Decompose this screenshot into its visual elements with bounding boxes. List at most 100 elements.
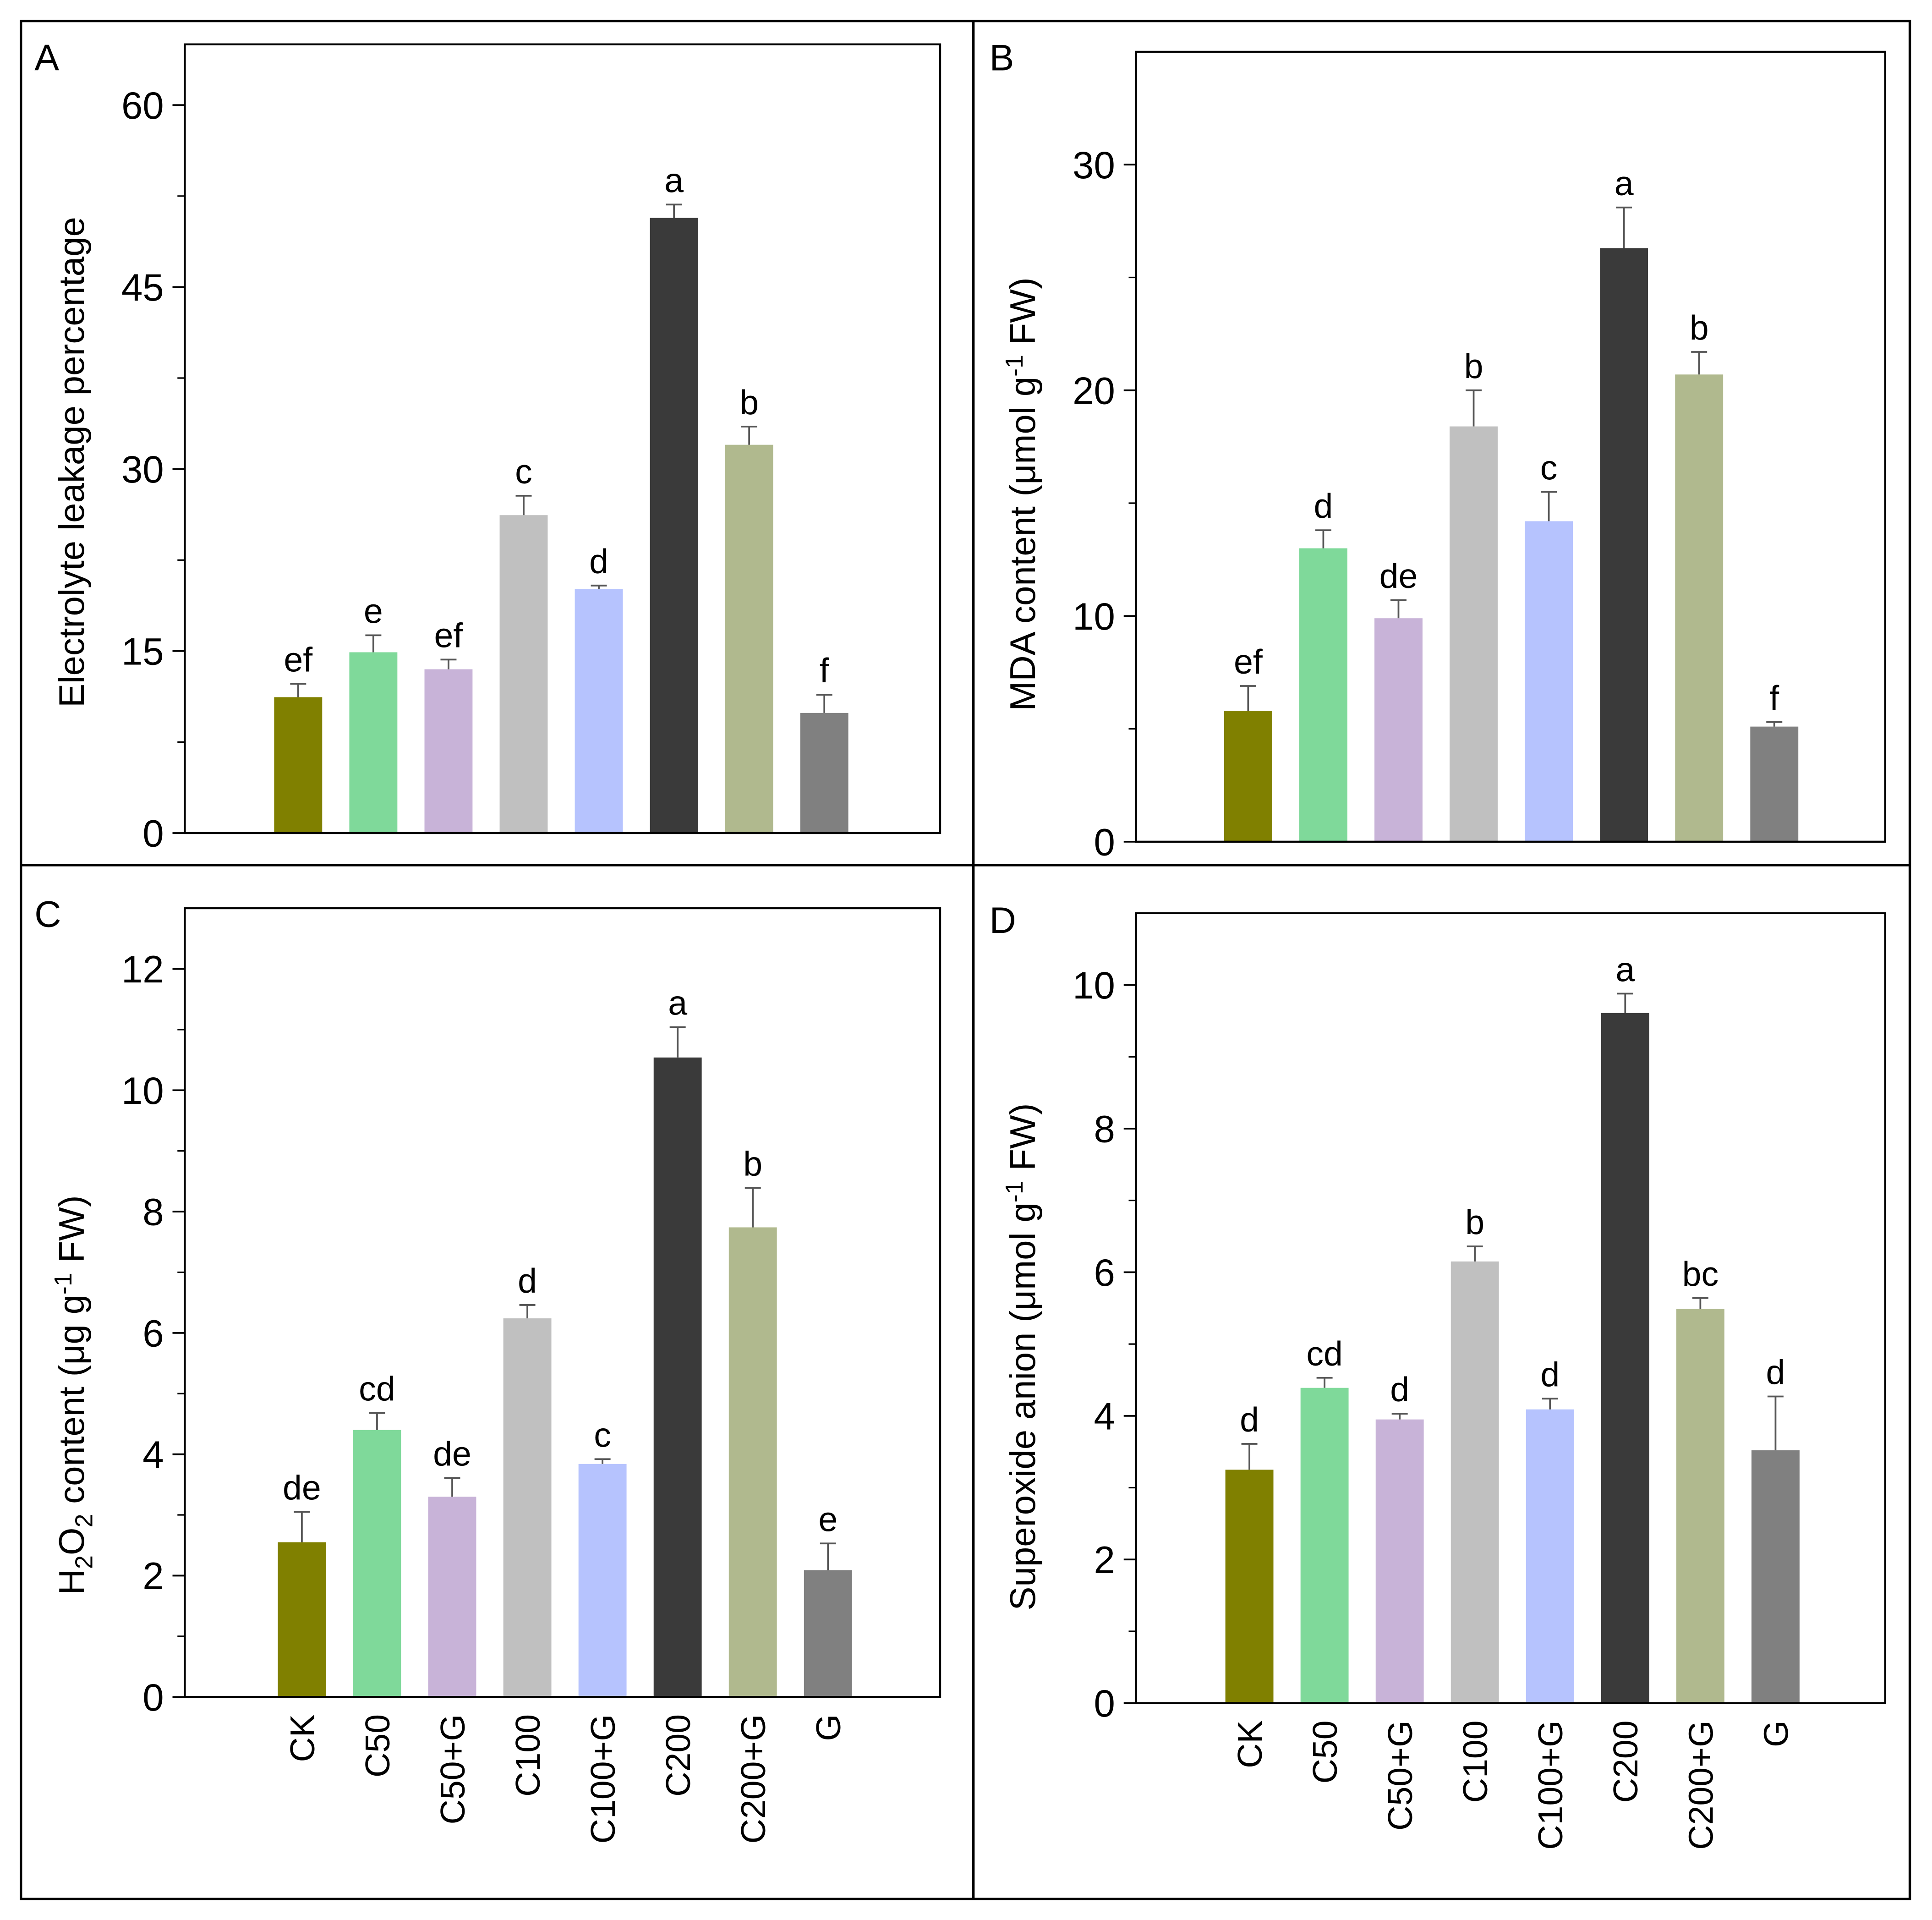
significance-letter-c200: a (1615, 950, 1635, 988)
bar-series: ef e ef c d a b f (274, 161, 848, 833)
y-tick-label: 30 (121, 448, 164, 491)
x-tick-label-ck: CK (283, 1714, 322, 1762)
bar-c50-g (424, 669, 473, 833)
bar-c100-g (1525, 521, 1573, 842)
bar-c100-g (575, 589, 623, 833)
y-tick-label: 8 (1094, 1108, 1115, 1151)
significance-letter-ck: ef (1234, 642, 1263, 681)
panel-label: C (34, 894, 61, 935)
panel-label: A (34, 37, 59, 78)
significance-letter-c100-g: c (594, 1415, 611, 1454)
significance-letter-c50-g: de (1379, 557, 1418, 595)
significance-letter-g: e (818, 1500, 837, 1538)
y-tick-label: 10 (121, 1070, 164, 1112)
bar-ck (274, 697, 323, 833)
y-axis-title-part: Superoxide anion (μmol g (1002, 1202, 1043, 1610)
significance-letter-c100: c (515, 452, 532, 491)
significance-letter-c50: e (364, 592, 383, 630)
bar-c50-g (1374, 618, 1423, 842)
bar-c100 (503, 1318, 552, 1697)
y-tick-label: 60 (121, 84, 164, 127)
significance-letter-g: d (1766, 1353, 1785, 1392)
y-tick-label: 10 (1073, 595, 1115, 638)
y-tick-label: 10 (1073, 964, 1115, 1007)
y-tick-label: 0 (142, 1676, 164, 1719)
y-tick-label: 4 (1094, 1395, 1115, 1437)
x-tick-label-c100-g: C100+G (584, 1714, 622, 1844)
panel-label: D (990, 900, 1016, 941)
bar-c50-g (428, 1497, 476, 1697)
panel-b: Bef d de b c a b f 0 10 20 30 MDA content (μmol g-1 … (990, 37, 1886, 863)
x-tick-label-g: G (809, 1714, 848, 1741)
y-tick-label: 6 (142, 1312, 164, 1355)
significance-letter-ck: de (283, 1469, 321, 1507)
x-tick-label-c50: C50 (358, 1714, 397, 1777)
y-tick-label: 2 (142, 1555, 164, 1597)
x-tick-label-c50-g: C50+G (433, 1714, 472, 1825)
significance-letter-ck: d (1240, 1400, 1259, 1439)
x-tick-label-c100-g: C100+G (1531, 1720, 1570, 1850)
x-tick-label-c200: C200 (659, 1714, 697, 1797)
y-axis-title: MDA content (μmol g-1 FW) (1001, 277, 1043, 711)
significance-letter-c200: a (664, 161, 684, 199)
y-axis-title-part: H (51, 1569, 92, 1595)
x-tick-label-ck: CK (1231, 1720, 1269, 1768)
significance-letter-c100: b (1464, 347, 1483, 385)
y-tick-label: 45 (121, 266, 164, 309)
bar-g (1750, 726, 1799, 842)
bar-c100 (499, 515, 548, 833)
bar-c50 (1300, 1388, 1349, 1703)
significance-letter-ck: ef (284, 640, 313, 679)
y-axis-title-part: O (51, 1527, 92, 1555)
y-axis-title: Superoxide anion (μmol g-1 FW) (1001, 1103, 1043, 1610)
significance-letter-c200-g: b (739, 383, 759, 422)
x-tick-label-c200: C200 (1606, 1720, 1645, 1803)
y-axis-title-part: MDA content (μmol g (1002, 377, 1043, 711)
bar-c50 (1299, 548, 1347, 842)
bar-c100 (1450, 426, 1498, 842)
bar-series: d cd d b d a bc d (1225, 950, 1800, 1703)
bar-c200 (653, 1057, 702, 1697)
significance-letter-c200-g: bc (1682, 1255, 1719, 1293)
significance-letter-c100: b (1465, 1203, 1484, 1241)
x-tick-label-c50: C50 (1306, 1720, 1344, 1783)
y-tick-label: 4 (142, 1433, 164, 1476)
bar-g (804, 1570, 852, 1697)
bar-c50 (353, 1430, 401, 1697)
plot-frame (184, 43, 941, 834)
bar-ck (1225, 1470, 1274, 1703)
significance-letter-g: f (1769, 679, 1779, 717)
plot-frame (1135, 912, 1886, 1704)
y-axis-title-part: -1 (1001, 355, 1028, 377)
y-tick-label: 0 (1094, 1682, 1115, 1725)
significance-letter-c200-g: b (743, 1145, 762, 1183)
x-tick-label-g: G (1757, 1720, 1795, 1747)
panel-a: Aef e ef c d a b f 0 15 30 45 60 Electrolyte leakage … (34, 37, 941, 855)
bar-ck (1224, 711, 1272, 842)
panel-label: B (990, 37, 1014, 78)
significance-letter-c50: d (1314, 487, 1333, 525)
x-tick-label-c100: C100 (509, 1714, 547, 1797)
bar-g (1751, 1450, 1800, 1703)
bar-c200-g (1676, 1309, 1724, 1703)
plot-frame (184, 907, 941, 1698)
y-axis: 0 2 4 6 8 10 Superoxide anion (μmol g-1 FW) (1001, 964, 1136, 1725)
y-tick-label: 6 (1094, 1251, 1115, 1294)
significance-letter-c50: cd (359, 1370, 395, 1408)
bar-c100-g (1526, 1409, 1574, 1703)
plot-frame (1135, 50, 1886, 843)
bar-c100 (1450, 1261, 1499, 1703)
bar-ck (278, 1542, 326, 1697)
y-axis-title-part: 2 (71, 1514, 98, 1528)
bar-c100-g (578, 1464, 627, 1697)
y-tick-label: 2 (1094, 1539, 1115, 1581)
x-tick-label-c50-g: C50+G (1381, 1720, 1419, 1831)
bar-c200-g (728, 1227, 777, 1697)
bar-c200-g (725, 444, 773, 833)
bar-c50 (349, 652, 398, 833)
significance-letter-c50: cd (1306, 1334, 1343, 1373)
y-axis-title-part: -1 (49, 1273, 77, 1295)
significance-letter-c200-g: b (1690, 308, 1709, 347)
